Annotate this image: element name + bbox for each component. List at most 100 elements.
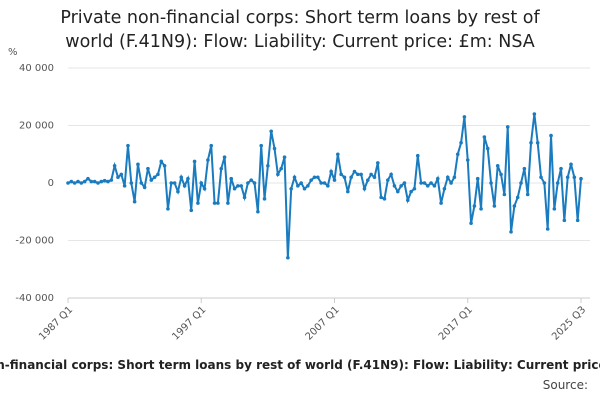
data-point	[296, 184, 300, 188]
data-point	[222, 155, 227, 159]
data-point	[292, 175, 297, 180]
data-point	[515, 195, 520, 200]
data-point	[112, 163, 117, 168]
data-point	[166, 207, 170, 211]
data-point	[299, 181, 303, 185]
data-point	[549, 133, 553, 138]
data-point	[142, 185, 147, 190]
data-point	[505, 125, 510, 129]
data-point	[366, 178, 370, 182]
data-point	[412, 186, 417, 191]
data-point	[202, 186, 207, 191]
data-point	[96, 181, 100, 185]
data-point	[405, 198, 410, 203]
data-point	[336, 152, 340, 157]
data-point	[472, 204, 477, 208]
data-point	[286, 255, 290, 260]
data-point	[499, 172, 503, 177]
source: Source:	[542, 378, 588, 392]
data-point	[555, 181, 560, 185]
data-point	[485, 146, 490, 151]
data-point	[182, 184, 187, 188]
data-point	[262, 197, 267, 201]
data-point	[415, 153, 420, 158]
y-tick-label: 0	[48, 178, 54, 189]
caption: Private non-financial corps: Short term …	[0, 358, 600, 372]
caption-box: Private non-financial corps: Short term …	[0, 358, 600, 372]
data-point	[432, 184, 437, 188]
data-point	[272, 146, 277, 151]
data-point	[359, 172, 363, 177]
data-point	[519, 181, 523, 185]
data-point	[282, 155, 287, 159]
data-point	[179, 175, 184, 180]
data-point	[259, 143, 264, 148]
data-point	[495, 163, 500, 168]
data-point	[129, 181, 134, 185]
data-point	[542, 181, 547, 185]
data-point	[126, 143, 130, 148]
data-point	[379, 195, 383, 200]
data-point	[342, 175, 347, 180]
data-point	[475, 176, 480, 181]
data-point	[346, 189, 350, 194]
data-point	[72, 181, 77, 185]
data-point	[132, 199, 137, 204]
data-point	[442, 186, 447, 191]
data-point	[192, 159, 197, 164]
data-point	[392, 184, 397, 188]
data-point	[349, 175, 353, 180]
data-point	[399, 184, 403, 188]
data-point	[545, 227, 550, 231]
data-point	[326, 184, 330, 188]
data-point	[256, 209, 260, 214]
data-point	[156, 172, 160, 177]
data-point	[562, 218, 567, 223]
data-point	[102, 178, 107, 183]
data-point	[146, 166, 150, 171]
data-point	[236, 184, 240, 188]
data-point	[462, 115, 467, 119]
data-point	[322, 181, 327, 185]
data-point	[206, 158, 210, 162]
data-point	[482, 135, 487, 139]
data-point	[439, 201, 443, 205]
data-point	[119, 172, 124, 177]
data-point	[139, 181, 144, 185]
data-point	[329, 169, 333, 174]
data-point	[409, 189, 413, 194]
data-point	[136, 162, 140, 167]
data-point	[509, 230, 513, 234]
data-point	[122, 184, 127, 188]
data-point	[469, 221, 473, 226]
x-tick-label: 1997 Q1	[170, 304, 208, 342]
data-point	[332, 178, 337, 182]
data-point	[149, 178, 154, 182]
data-point	[312, 175, 317, 180]
data-point	[79, 181, 84, 185]
y-tick-label: -20 000	[15, 236, 54, 247]
data-point	[369, 172, 373, 177]
x-tick-label: 2017 Q1	[437, 304, 475, 342]
y-tick-label: 40 000	[19, 63, 54, 74]
data-point	[279, 166, 283, 171]
data-point	[219, 166, 224, 171]
data-point	[419, 181, 423, 185]
data-point	[196, 201, 200, 205]
data-point	[109, 178, 114, 182]
data-point	[356, 172, 360, 177]
data-point	[199, 181, 204, 185]
data-point	[229, 176, 234, 181]
data-point	[522, 166, 527, 171]
data-point	[385, 178, 390, 182]
data-point	[489, 181, 493, 185]
data-point	[302, 186, 307, 191]
data-point	[269, 129, 274, 134]
data-point	[212, 201, 217, 205]
data-point	[306, 184, 310, 188]
data-point	[152, 175, 157, 180]
data-point	[372, 175, 377, 180]
data-point	[492, 204, 497, 208]
data-point	[375, 161, 380, 165]
data-point	[276, 172, 280, 177]
